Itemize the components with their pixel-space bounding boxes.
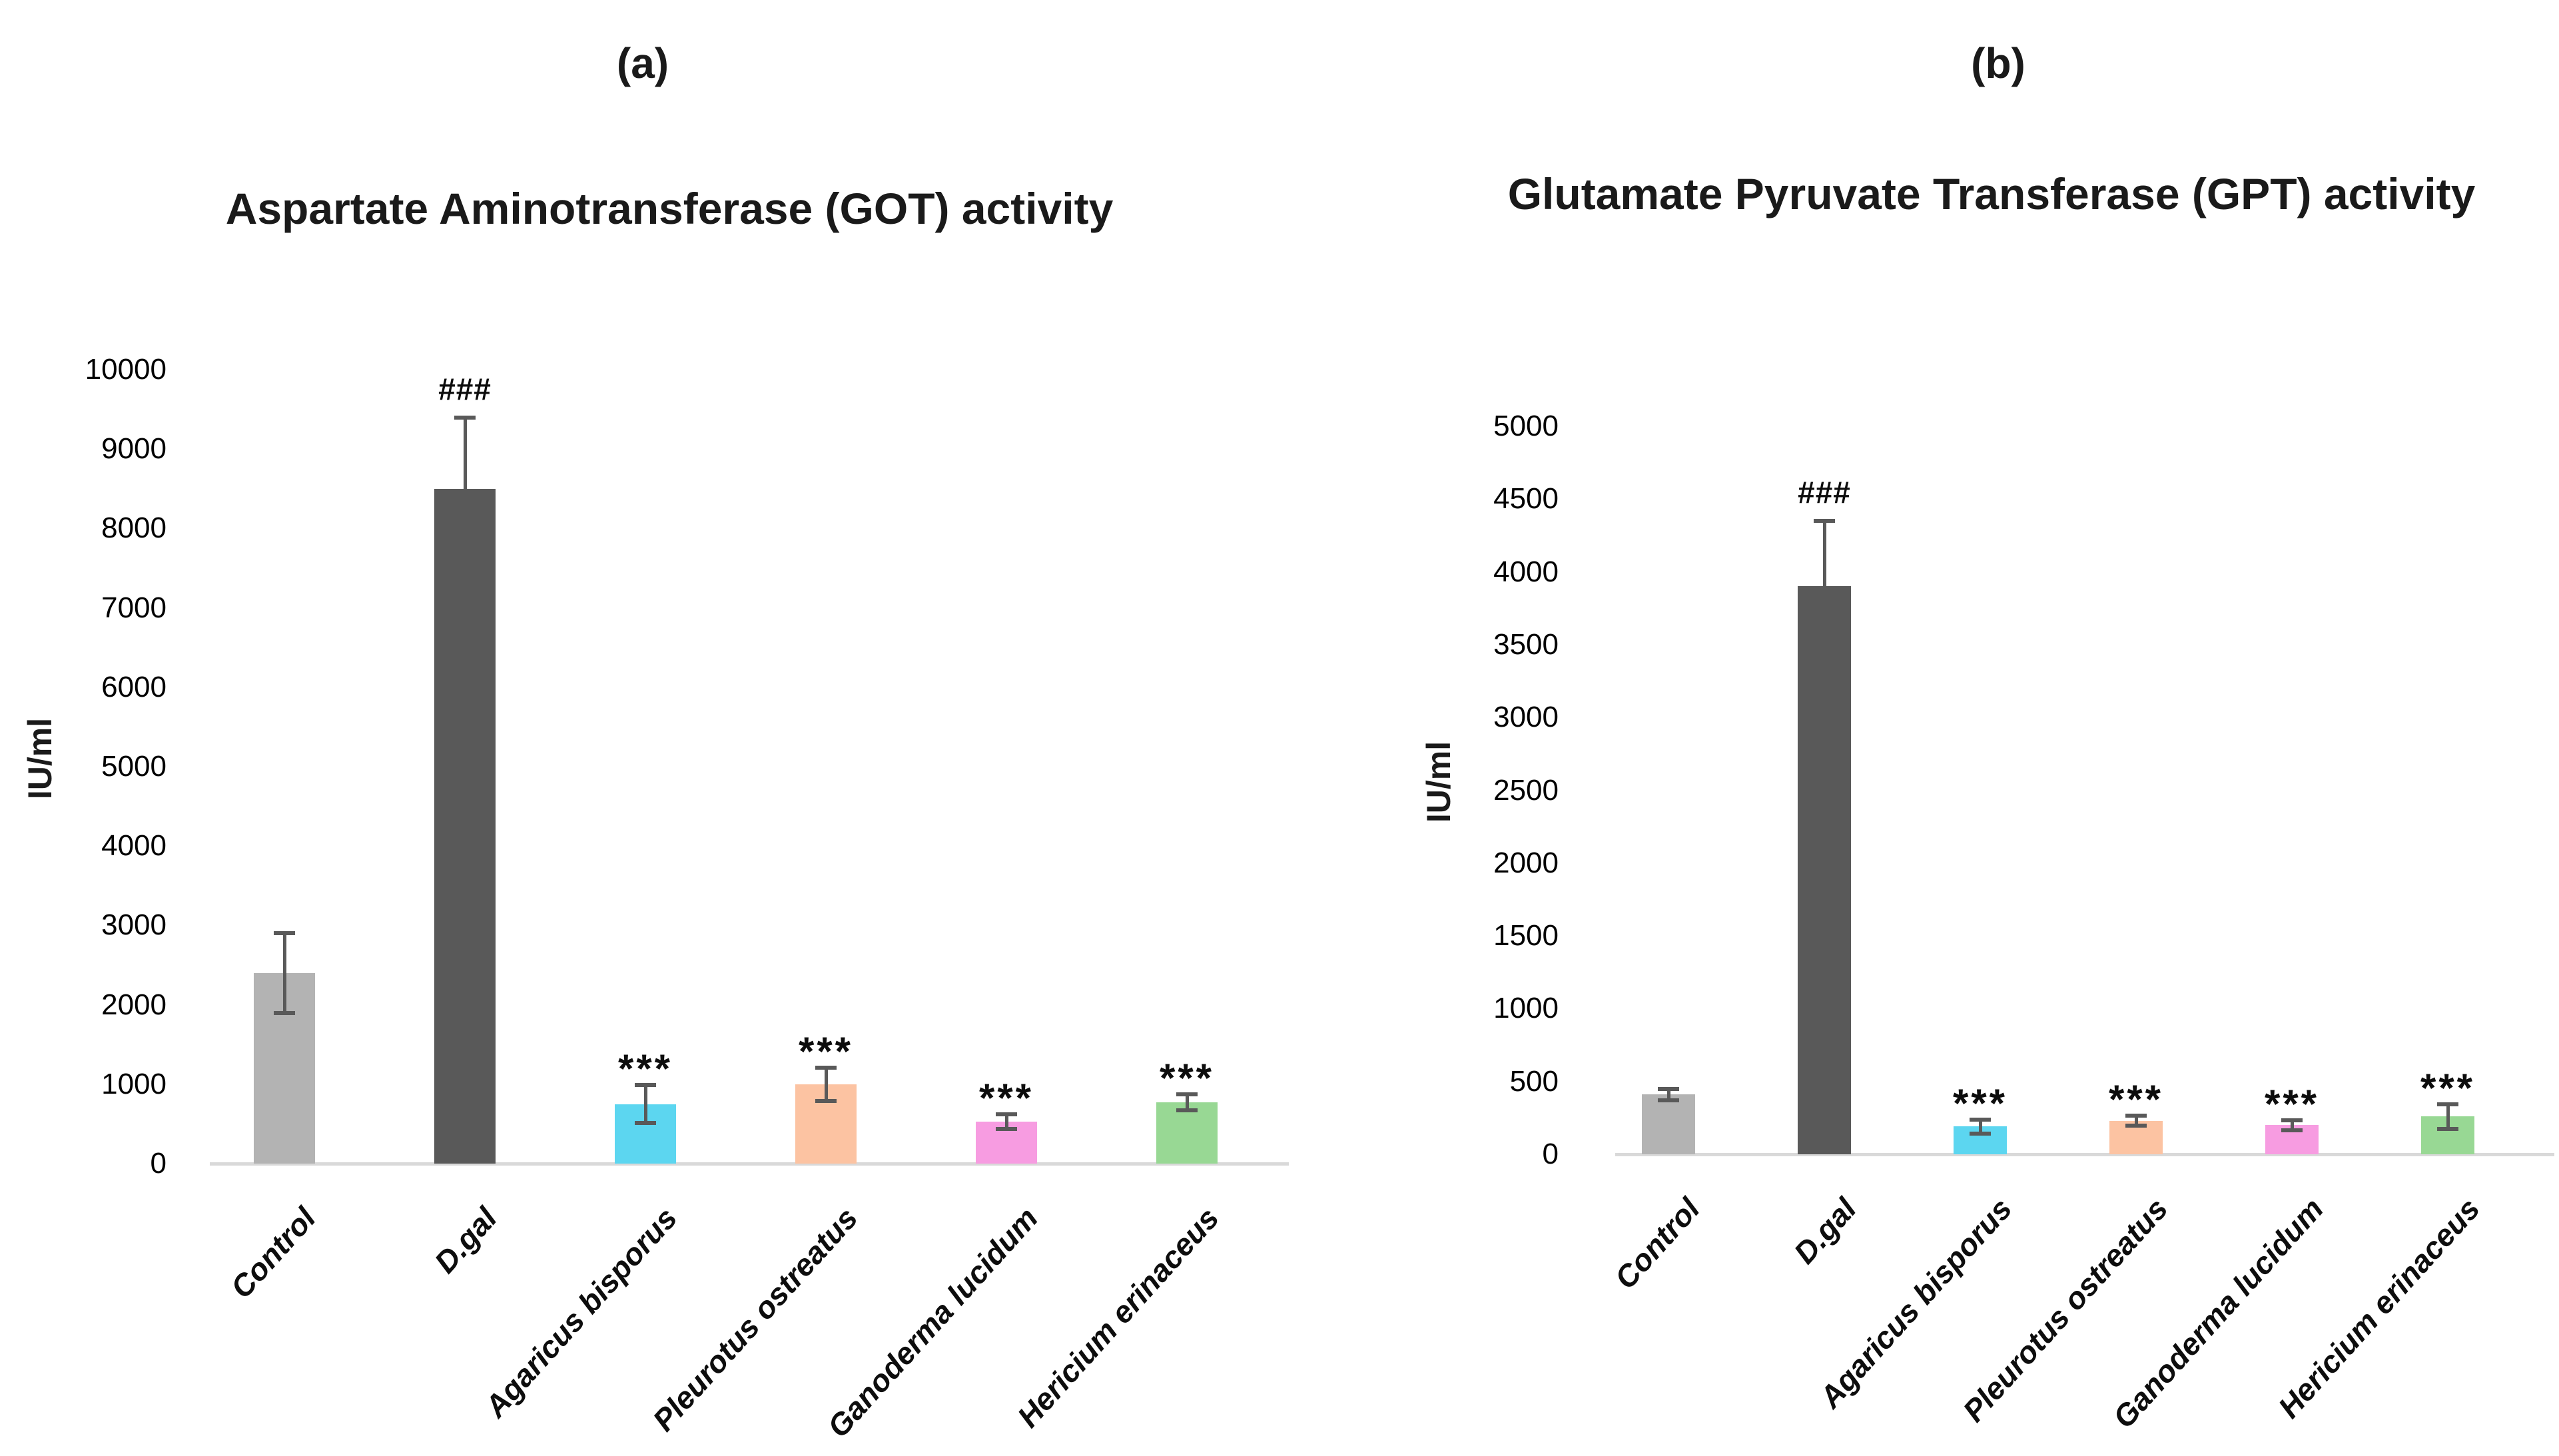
y-tick-label: 4500	[1493, 482, 1559, 516]
y-tick-label: 500	[1509, 1064, 1559, 1098]
error-bar-cap	[2437, 1102, 2458, 1106]
y-tick-label: 8000	[101, 512, 167, 545]
significance-annotation: ***	[2108, 1077, 2164, 1122]
bar	[434, 488, 496, 1164]
error-bar-cap	[1970, 1117, 1991, 1122]
y-tick-label: 6000	[101, 670, 167, 703]
error-bar	[1666, 1088, 1670, 1101]
y-tick-label: 2000	[1493, 846, 1559, 879]
error-bar	[2290, 1120, 2294, 1130]
y-tick-label: 9000	[101, 432, 167, 466]
error-bar	[1822, 521, 1826, 652]
error-bar-cap	[635, 1082, 656, 1087]
x-axis-label: Control	[224, 1200, 323, 1305]
significance-annotation: ***	[2264, 1081, 2320, 1126]
error-bar-cap	[1814, 649, 1835, 654]
error-bar-cap	[274, 1010, 295, 1015]
error-bar	[463, 417, 467, 561]
bar	[1798, 586, 1851, 1154]
error-bar	[824, 1067, 828, 1101]
chart-a-title: Aspartate Aminotransferase (GOT) activit…	[225, 184, 1114, 233]
y-tick-label: 0	[1542, 1138, 1559, 1170]
error-bar-cap	[996, 1112, 1017, 1117]
significance-annotation: ***	[978, 1076, 1034, 1121]
x-axis-line	[1615, 1153, 2554, 1156]
panel-b-label: (b)	[1971, 39, 2025, 87]
x-axis-label: D.gal	[1786, 1191, 1863, 1271]
y-tick-label: 1000	[1493, 992, 1559, 1025]
error-bar	[2446, 1104, 2450, 1129]
error-bar	[282, 933, 286, 1013]
error-bar-cap	[1814, 519, 1835, 524]
significance-annotation: ###	[438, 371, 492, 406]
x-axis-label: Control	[1608, 1191, 1707, 1295]
error-bar-cap	[2437, 1126, 2458, 1131]
error-bar-cap	[815, 1098, 837, 1103]
error-bar	[2134, 1116, 2138, 1126]
y-tick-label: 4000	[1493, 555, 1559, 588]
error-bar	[1978, 1119, 1982, 1134]
error-bar-cap	[1176, 1092, 1198, 1097]
x-axis-line	[210, 1162, 1289, 1166]
error-bar-cap	[1658, 1098, 1679, 1103]
error-bar-cap	[635, 1121, 656, 1126]
error-bar-cap	[815, 1065, 837, 1070]
y-tick-label: 1500	[1493, 919, 1559, 952]
x-axis-label: Hericium erinaceus	[1010, 1200, 1226, 1434]
bar	[1156, 1102, 1218, 1164]
x-axis-label: Agaricus bisporus	[478, 1200, 684, 1424]
error-bar-cap	[2125, 1124, 2147, 1128]
y-tick-label: 3000	[1493, 701, 1559, 734]
y-tick-label: 5000	[101, 750, 167, 783]
error-bar	[643, 1084, 647, 1124]
significance-annotation: ###	[1798, 475, 1851, 510]
significance-annotation: ***	[1952, 1080, 2008, 1126]
error-bar	[1004, 1114, 1008, 1129]
bar	[1642, 1094, 1695, 1154]
panel-a-label: (a)	[616, 39, 669, 87]
error-bar-cap	[2125, 1114, 2147, 1118]
significance-annotation: ***	[798, 1028, 854, 1074]
error-bar-cap	[454, 558, 476, 563]
error-bar-cap	[274, 931, 295, 936]
error-bar-cap	[1176, 1108, 1198, 1113]
y-tick-label: 10000	[85, 353, 167, 386]
y-tick-label: 3500	[1493, 627, 1559, 661]
error-bar-cap	[1970, 1132, 1991, 1136]
error-bar-cap	[2281, 1118, 2303, 1122]
error-bar-cap	[1658, 1086, 1679, 1091]
y-tick-label: 2500	[1493, 773, 1559, 807]
y-tick-label: 0	[150, 1147, 167, 1180]
error-bar-cap	[2281, 1128, 2303, 1132]
significance-annotation: ***	[617, 1046, 673, 1091]
error-bar-cap	[454, 415, 476, 420]
x-axis-label: Pleurotus ostreatus	[645, 1200, 865, 1438]
y-tick-label: 4000	[101, 829, 167, 863]
error-bar	[1185, 1094, 1189, 1111]
y-tick-label: 2000	[101, 988, 167, 1021]
significance-annotation: ***	[2420, 1065, 2476, 1110]
significance-annotation: ***	[1159, 1056, 1215, 1101]
y-tick-label: 3000	[101, 909, 167, 942]
y-tick-label: 7000	[101, 591, 167, 624]
chart-b-title: Glutamate Pyruvate Transferase (GPT) act…	[1507, 169, 2476, 218]
x-axis-label: D.gal	[427, 1200, 504, 1280]
error-bar-cap	[996, 1126, 1017, 1131]
y-tick-label: 5000	[1493, 410, 1559, 442]
y-tick-label: 1000	[101, 1067, 167, 1100]
